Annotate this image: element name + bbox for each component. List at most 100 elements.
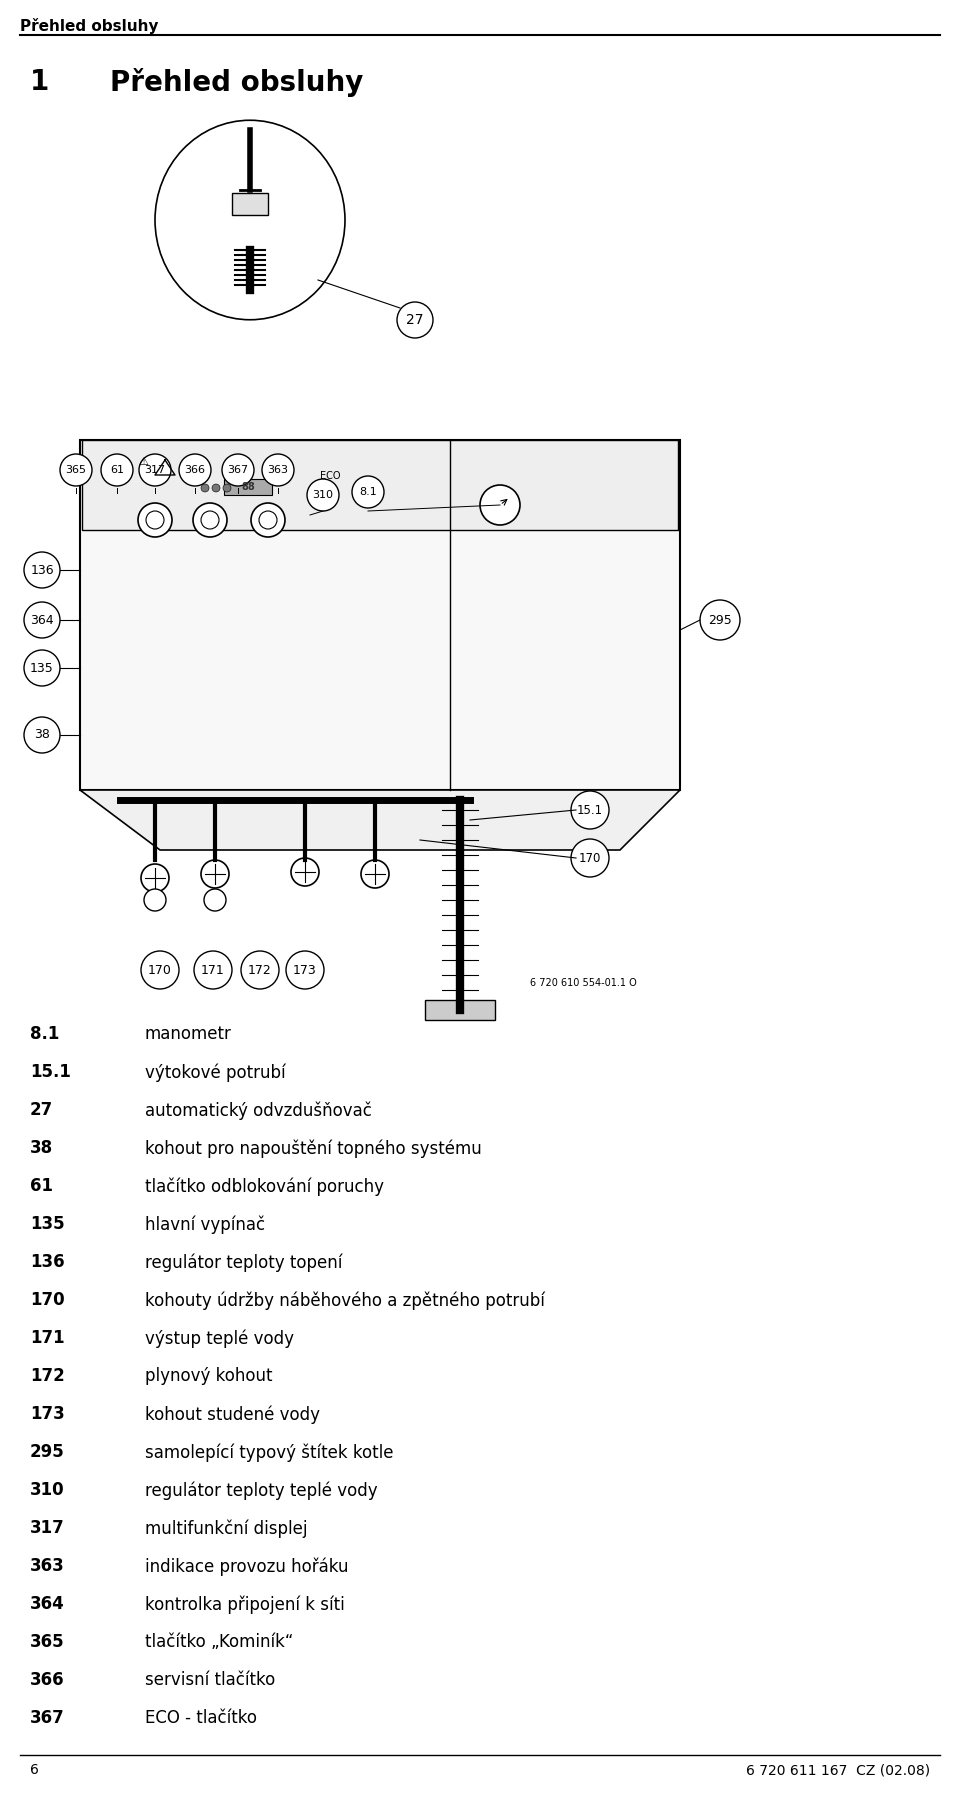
Circle shape bbox=[223, 484, 231, 491]
Bar bbox=[224, 479, 272, 495]
Ellipse shape bbox=[571, 791, 609, 828]
Ellipse shape bbox=[179, 454, 211, 486]
Bar bbox=[425, 1000, 495, 1020]
Text: 6 720 611 167  CZ (02.08): 6 720 611 167 CZ (02.08) bbox=[746, 1763, 930, 1777]
Text: 172: 172 bbox=[248, 963, 272, 977]
Text: 27: 27 bbox=[30, 1101, 53, 1119]
Ellipse shape bbox=[262, 454, 294, 486]
Text: 135: 135 bbox=[30, 662, 54, 674]
Text: 8.1: 8.1 bbox=[359, 488, 377, 497]
Text: 295: 295 bbox=[30, 1443, 64, 1461]
Text: 136: 136 bbox=[30, 563, 54, 577]
Text: ⚠: ⚠ bbox=[138, 457, 148, 466]
Text: kontrolka připojení k síti: kontrolka připojení k síti bbox=[145, 1596, 345, 1614]
Text: samolepící typový štítek kotle: samolepící typový štítek kotle bbox=[145, 1443, 394, 1461]
Ellipse shape bbox=[139, 454, 171, 486]
Text: 1: 1 bbox=[30, 68, 49, 97]
Text: výtokové potrubí: výtokové potrubí bbox=[145, 1063, 286, 1081]
Text: kohout studené vody: kohout studené vody bbox=[145, 1406, 320, 1424]
Text: 173: 173 bbox=[30, 1406, 64, 1424]
Text: 172: 172 bbox=[30, 1366, 64, 1384]
Text: regulátor teploty teplé vody: regulátor teploty teplé vody bbox=[145, 1481, 377, 1499]
Ellipse shape bbox=[138, 504, 172, 536]
Text: ECO - tlačítko: ECO - tlačítko bbox=[145, 1709, 257, 1727]
Ellipse shape bbox=[24, 651, 60, 687]
Bar bbox=[80, 439, 680, 791]
Text: 365: 365 bbox=[65, 464, 86, 475]
Text: 170: 170 bbox=[579, 852, 601, 864]
Text: 363: 363 bbox=[268, 464, 289, 475]
Ellipse shape bbox=[24, 602, 60, 638]
Ellipse shape bbox=[286, 950, 324, 990]
Text: výstup teplé vody: výstup teplé vody bbox=[145, 1329, 294, 1348]
Text: 365: 365 bbox=[30, 1633, 64, 1651]
Text: manometr: manometr bbox=[145, 1026, 232, 1044]
Text: hlavní vypínač: hlavní vypínač bbox=[145, 1216, 265, 1234]
Text: 15.1: 15.1 bbox=[577, 803, 603, 816]
Ellipse shape bbox=[361, 861, 389, 888]
Text: 171: 171 bbox=[202, 963, 225, 977]
Ellipse shape bbox=[700, 601, 740, 640]
Ellipse shape bbox=[222, 454, 254, 486]
Text: 364: 364 bbox=[30, 1596, 64, 1614]
Polygon shape bbox=[80, 791, 680, 850]
Ellipse shape bbox=[251, 504, 285, 536]
Text: indikace provozu hořáku: indikace provozu hořáku bbox=[145, 1556, 348, 1576]
Text: 317: 317 bbox=[144, 464, 165, 475]
Text: 310: 310 bbox=[30, 1481, 64, 1499]
Text: Přehled obsluhy: Přehled obsluhy bbox=[110, 68, 364, 97]
Ellipse shape bbox=[193, 504, 227, 536]
Ellipse shape bbox=[141, 864, 169, 891]
Text: tlačítko odblokování poruchy: tlačítko odblokování poruchy bbox=[145, 1176, 384, 1196]
Ellipse shape bbox=[241, 950, 279, 990]
Ellipse shape bbox=[144, 889, 166, 911]
Ellipse shape bbox=[397, 301, 433, 339]
Text: 173: 173 bbox=[293, 963, 317, 977]
Ellipse shape bbox=[24, 552, 60, 588]
Bar bbox=[232, 194, 268, 215]
Text: 38: 38 bbox=[34, 728, 50, 742]
Ellipse shape bbox=[141, 950, 179, 990]
Circle shape bbox=[212, 484, 220, 491]
Ellipse shape bbox=[352, 475, 384, 507]
Text: 6: 6 bbox=[30, 1763, 38, 1777]
Text: 88: 88 bbox=[241, 482, 254, 491]
Text: kohout pro napouštění topného systému: kohout pro napouštění topného systému bbox=[145, 1139, 482, 1158]
Text: 61: 61 bbox=[30, 1176, 53, 1194]
Text: 8.1: 8.1 bbox=[30, 1026, 60, 1044]
Text: 170: 170 bbox=[30, 1291, 64, 1309]
Text: ECO: ECO bbox=[320, 472, 341, 481]
Ellipse shape bbox=[24, 717, 60, 753]
Ellipse shape bbox=[307, 479, 339, 511]
Ellipse shape bbox=[571, 839, 609, 877]
Text: 310: 310 bbox=[313, 489, 333, 500]
Text: automatický odvzdušňovač: automatický odvzdušňovač bbox=[145, 1101, 372, 1119]
Text: 367: 367 bbox=[30, 1709, 64, 1727]
Text: 27: 27 bbox=[406, 314, 423, 326]
Ellipse shape bbox=[194, 950, 232, 990]
Text: 295: 295 bbox=[708, 613, 732, 626]
Text: 366: 366 bbox=[30, 1671, 64, 1689]
Bar bbox=[82, 439, 678, 531]
Text: 363: 363 bbox=[30, 1556, 64, 1574]
Text: 38: 38 bbox=[30, 1139, 53, 1156]
Text: 135: 135 bbox=[30, 1216, 64, 1234]
Ellipse shape bbox=[480, 484, 520, 525]
Text: 15.1: 15.1 bbox=[30, 1063, 71, 1081]
Text: multifunkční displej: multifunkční displej bbox=[145, 1519, 307, 1538]
Text: 364: 364 bbox=[30, 613, 54, 626]
Text: 61: 61 bbox=[110, 464, 124, 475]
Text: 136: 136 bbox=[30, 1253, 64, 1271]
Text: 170: 170 bbox=[148, 963, 172, 977]
Text: 367: 367 bbox=[228, 464, 249, 475]
Ellipse shape bbox=[155, 120, 345, 319]
Ellipse shape bbox=[101, 454, 133, 486]
Text: 317: 317 bbox=[30, 1519, 64, 1537]
Text: Přehled obsluhy: Přehled obsluhy bbox=[20, 18, 158, 34]
Ellipse shape bbox=[201, 861, 229, 888]
Ellipse shape bbox=[60, 454, 92, 486]
Ellipse shape bbox=[204, 889, 226, 911]
Text: 6 720 610 554-01.1 O: 6 720 610 554-01.1 O bbox=[530, 977, 636, 988]
Circle shape bbox=[201, 484, 209, 491]
Ellipse shape bbox=[291, 859, 319, 886]
